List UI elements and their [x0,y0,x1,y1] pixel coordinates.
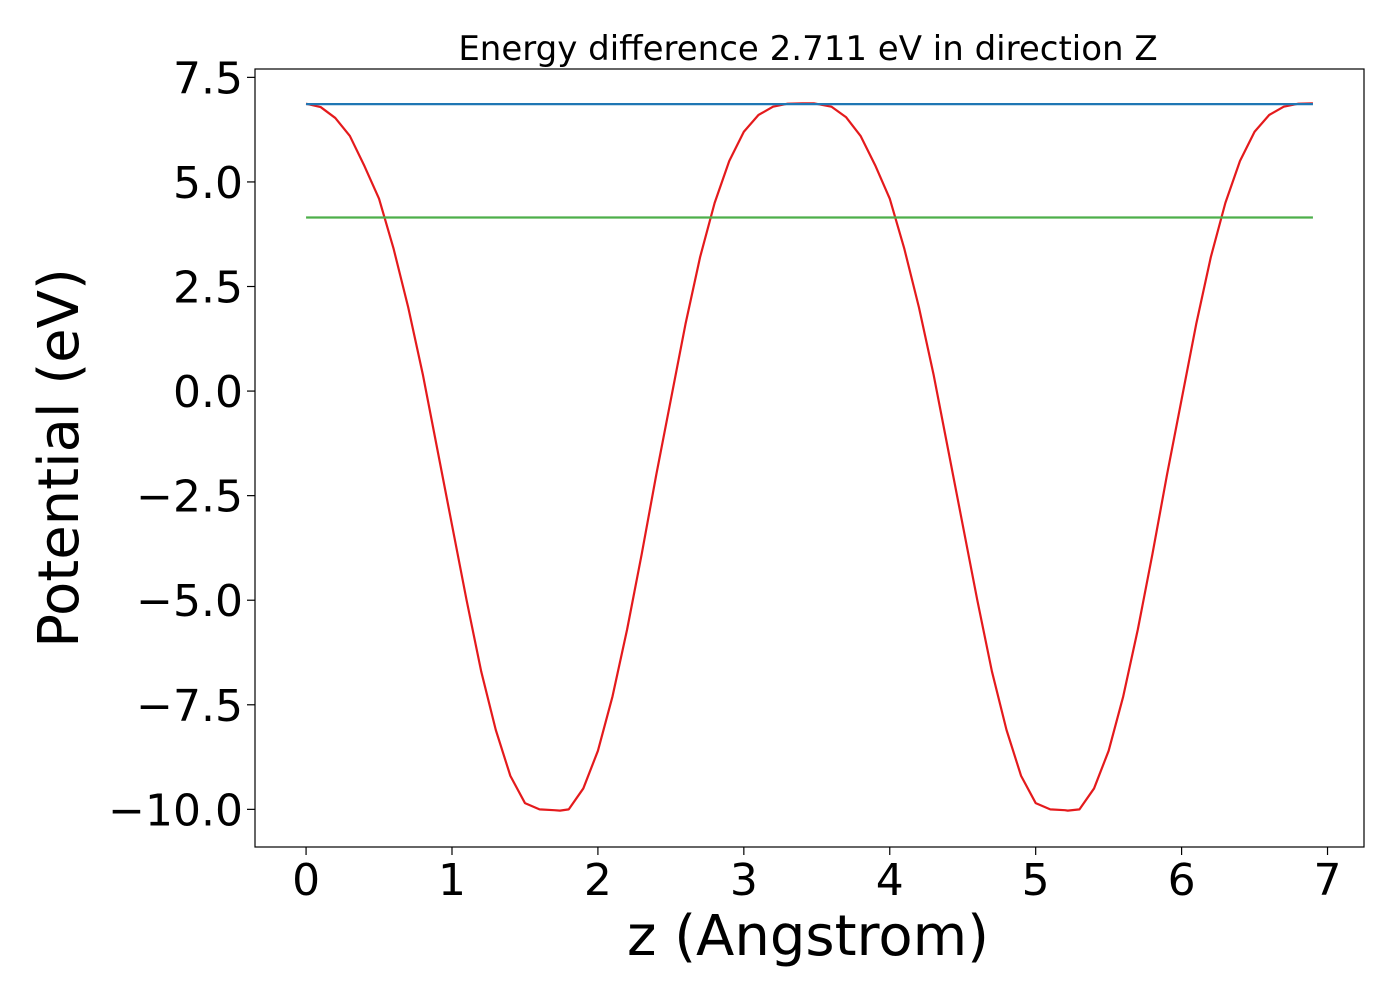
x-axis: 0 1 2 3 4 5 6 7 [292,847,1342,906]
y-axis: 7.5 5.0 2.5 0.0 −2.5 −5.0 −7.5 −10.0 [108,53,255,836]
x-tick-label: 0 [292,855,320,906]
y-tick-label: 2.5 [173,263,243,314]
y-tick-label: −5.0 [136,576,243,627]
y-axis-label: Potential (eV) [27,268,92,648]
y-tick-label: −2.5 [136,472,243,523]
x-tick-label: 5 [1022,855,1050,906]
x-tick-label: 4 [876,855,904,906]
chart-title: Energy difference 2.711 eV in direction … [458,29,1157,69]
y-tick-label: 7.5 [173,53,243,104]
x-axis-label: z (Angstrom) [627,904,989,969]
x-tick-label: 7 [1314,855,1342,906]
y-tick-label: −7.5 [136,681,243,732]
axes-frame [254,68,1365,848]
y-tick-label: 0.0 [173,367,243,418]
x-tick-label: 6 [1168,855,1196,906]
y-tick-label: 5.0 [173,158,243,209]
y-tick-label: −10.0 [108,785,243,836]
x-tick-label: 1 [438,855,466,906]
plot-area [305,102,1313,812]
x-tick-label: 2 [584,855,612,906]
x-tick-label: 3 [730,855,758,906]
